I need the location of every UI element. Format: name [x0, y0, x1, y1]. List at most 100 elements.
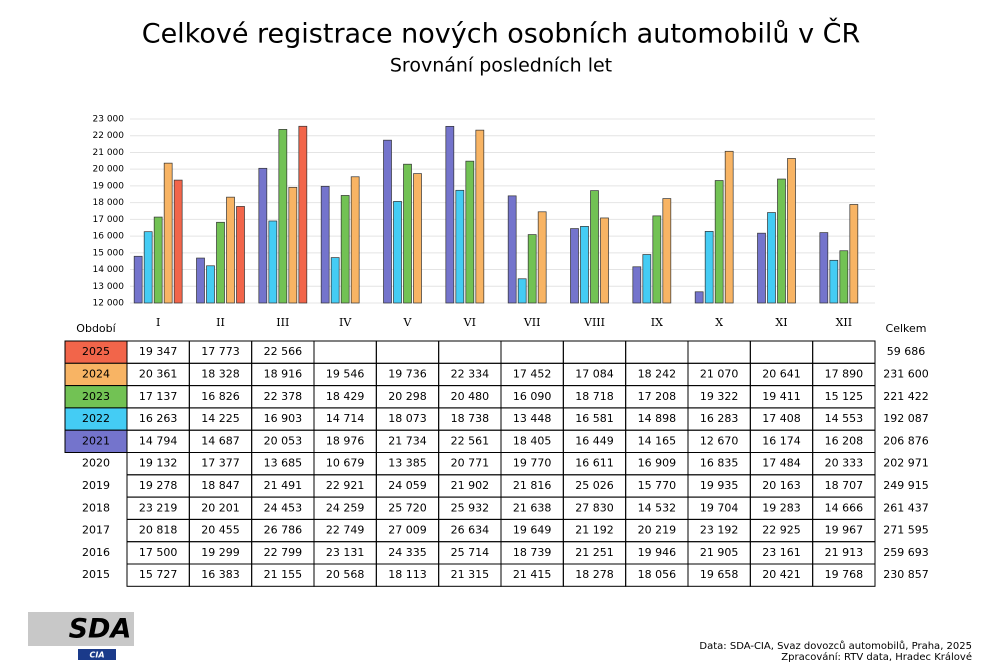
table-total: 59 686 — [887, 345, 926, 358]
row-label: 2019 — [82, 479, 110, 492]
bar — [829, 259, 839, 304]
bar — [350, 176, 360, 304]
row-label: 2016 — [82, 546, 110, 559]
bar — [757, 232, 766, 304]
table-value: 19 946 — [638, 546, 677, 559]
logo-sub: CIA — [89, 651, 104, 660]
table-value: 21 905 — [700, 546, 739, 559]
bar — [196, 257, 205, 304]
table-cell — [812, 340, 876, 364]
bar — [153, 216, 163, 304]
table-cell — [313, 340, 377, 364]
table-value: 24 335 — [388, 546, 427, 559]
table-value: 20 201 — [201, 501, 240, 514]
table-value: 18 976 — [326, 434, 365, 447]
y-tick-label: 21 000 — [93, 148, 125, 158]
table-value: 21 902 — [451, 479, 490, 492]
table-value: 14 666 — [825, 501, 864, 514]
row-label: 2018 — [82, 501, 110, 514]
x-tick-label: IV — [339, 316, 352, 329]
table-total: 202 971 — [883, 457, 929, 470]
bar — [819, 232, 829, 304]
bar — [839, 250, 849, 304]
table-value: 21 913 — [825, 546, 864, 559]
legend-label: 2025 — [82, 345, 110, 358]
table-value: 16 283 — [700, 412, 739, 425]
table-cell — [500, 340, 564, 364]
x-tick-label: IX — [651, 316, 663, 329]
x-tick-label: V — [403, 316, 413, 329]
table-value: 18 113 — [388, 568, 427, 581]
legend-label: 2024 — [82, 367, 110, 380]
bar — [849, 204, 859, 304]
table-value: 20 163 — [762, 479, 801, 492]
bar — [714, 180, 724, 304]
table-value: 12 670 — [700, 434, 739, 447]
table-total: 206 876 — [883, 434, 929, 447]
bar — [216, 221, 225, 304]
x-tick-label: X — [715, 316, 723, 329]
table-value: 22 921 — [326, 479, 365, 492]
bar — [724, 150, 734, 304]
table-value: 19 546 — [326, 367, 365, 380]
bar — [787, 158, 796, 304]
table-value: 16 835 — [700, 457, 739, 470]
table-value: 22 566 — [264, 345, 303, 358]
bar — [590, 190, 599, 304]
table-value: 18 405 — [513, 434, 552, 447]
table-value: 19 299 — [201, 546, 240, 559]
table-value: 20 480 — [451, 390, 490, 403]
total-header: Celkem — [886, 322, 927, 335]
logo-box — [28, 612, 134, 646]
bar — [632, 266, 642, 304]
bar — [206, 265, 215, 304]
table-value: 25 932 — [451, 501, 490, 514]
table-value: 25 714 — [451, 546, 490, 559]
legend-label: 2022 — [82, 412, 110, 425]
table-cell — [562, 340, 627, 364]
table-value: 19 658 — [700, 568, 739, 581]
bar — [652, 215, 662, 304]
table-total: 271 595 — [883, 524, 929, 537]
table-value: 18 242 — [638, 367, 677, 380]
table-value: 16 449 — [575, 434, 614, 447]
bar — [507, 195, 517, 304]
table-value: 20 771 — [451, 457, 490, 470]
y-tick-label: 19 000 — [93, 181, 125, 191]
table-value: 15 727 — [139, 568, 178, 581]
x-tick-label: VII — [523, 316, 541, 329]
bar — [704, 231, 714, 304]
table-value: 22 378 — [264, 390, 303, 403]
table-value: 24 453 — [264, 501, 303, 514]
x-tick-label: VIII — [583, 316, 605, 329]
x-tick-label: I — [156, 316, 160, 329]
table-value: 16 903 — [264, 412, 303, 425]
table-value: 19 283 — [762, 501, 801, 514]
table-value: 21 315 — [451, 568, 490, 581]
bar — [517, 278, 527, 304]
table-value: 23 192 — [700, 524, 739, 537]
table-value: 16 826 — [201, 390, 240, 403]
table-value: 13 685 — [264, 457, 303, 470]
x-tick-label: XI — [775, 316, 787, 329]
table-value: 17 484 — [762, 457, 801, 470]
bar — [580, 226, 589, 304]
logo-sub-box — [78, 649, 116, 660]
table-value: 22 925 — [762, 524, 801, 537]
bar — [403, 163, 412, 304]
y-tick-label: 23 000 — [93, 115, 125, 125]
table-value: 20 361 — [139, 367, 178, 380]
table-value: 18 328 — [201, 367, 240, 380]
y-tick-label: 13 000 — [93, 282, 125, 292]
table-value: 21 155 — [264, 568, 303, 581]
table-value: 19 736 — [388, 367, 427, 380]
table-value: 17 500 — [139, 546, 178, 559]
table-value: 18 073 — [388, 412, 427, 425]
table-value: 21 734 — [388, 434, 427, 447]
table-total: 221 422 — [883, 390, 929, 403]
table-value: 25 026 — [575, 479, 614, 492]
table-value: 19 649 — [513, 524, 552, 537]
table-value: 18 738 — [451, 412, 490, 425]
bar — [527, 234, 537, 304]
table-value: 26 634 — [451, 524, 490, 537]
